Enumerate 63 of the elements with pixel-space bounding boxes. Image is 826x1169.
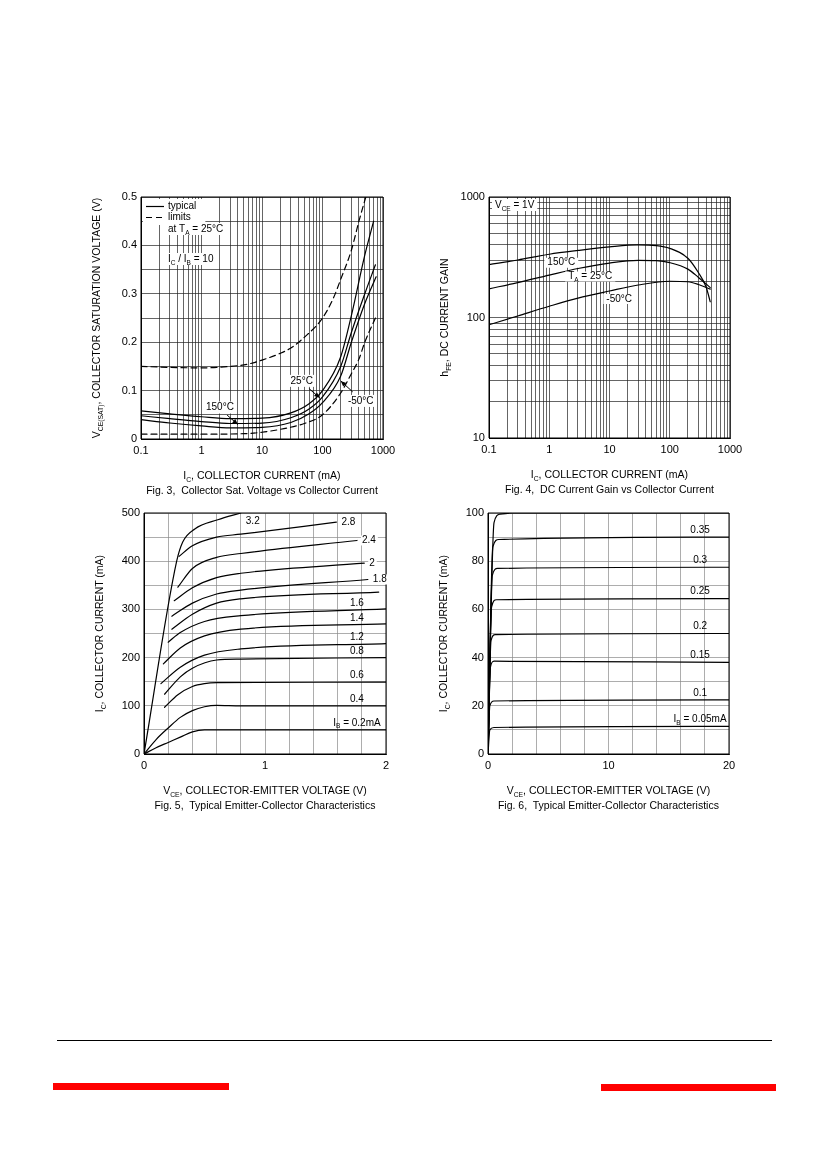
series-label: 2 bbox=[369, 556, 376, 568]
series-label: 2.4 bbox=[361, 534, 377, 546]
text: Fig. 3, Collector Sat. Voltage vs Collector Current bbox=[146, 483, 378, 496]
x-tick-label: 10 bbox=[602, 758, 615, 771]
annotation: 150°C bbox=[205, 401, 234, 413]
series-label: 0.3 bbox=[693, 554, 708, 566]
y-tick-label: 60 bbox=[471, 602, 484, 615]
y-tick-label: 0.4 bbox=[121, 238, 137, 251]
y-tick-label: 80 bbox=[471, 554, 484, 567]
y-tick-label: 10 bbox=[472, 431, 485, 444]
series-label: 0.35 bbox=[690, 524, 711, 536]
series-label: 0.4 bbox=[350, 692, 365, 704]
legend-label: limits bbox=[168, 211, 191, 223]
y-tick-label: 20 bbox=[471, 698, 484, 711]
series-label: 0.1 bbox=[693, 686, 708, 698]
text: Fig. 5, Typical Emitter-Collector Characteristics bbox=[154, 798, 376, 811]
x-tick-label: 0.1 bbox=[481, 442, 497, 455]
text: Fig. 6, Typical Emitter-Collector Characteristics bbox=[497, 798, 719, 811]
series-label: -50°C bbox=[606, 292, 632, 304]
x-tick-label: 0 bbox=[140, 758, 148, 771]
x-tick-label: 100 bbox=[660, 442, 679, 455]
series-label: 0.2 bbox=[693, 620, 708, 632]
y-tick-label: 0.5 bbox=[121, 190, 137, 203]
x-tick-label: 1 bbox=[198, 443, 205, 456]
x-tick-label: 100 bbox=[313, 443, 332, 456]
y-tick-label: 0.3 bbox=[121, 286, 137, 299]
x-tick-label: 2 bbox=[382, 758, 390, 771]
y-tick-label: 100 bbox=[121, 698, 140, 711]
series-label: 1.8 bbox=[372, 573, 388, 585]
series-label: 1.2 bbox=[350, 631, 365, 643]
y-tick-label: 500 bbox=[121, 506, 140, 519]
y-tick-label: 1000 bbox=[460, 190, 485, 203]
series-label: 1.4 bbox=[350, 611, 365, 623]
y-tick-label: 0 bbox=[133, 747, 140, 760]
x-tick-label: 1 bbox=[261, 758, 269, 771]
series-label: 0.25 bbox=[690, 585, 711, 597]
y-tick-label: 0.1 bbox=[121, 383, 137, 396]
series-label: 0.15 bbox=[690, 649, 711, 661]
series-label: 1.6 bbox=[350, 597, 365, 609]
series-label: 2.8 bbox=[341, 515, 356, 527]
x-tick-label: 1 bbox=[546, 442, 553, 455]
y-tick-label: 400 bbox=[121, 554, 140, 567]
y-tick-label: 100 bbox=[465, 506, 484, 519]
x-tick-label: 10 bbox=[603, 442, 616, 455]
series-label: 3.2 bbox=[245, 514, 261, 526]
y-tick-label: 0.2 bbox=[121, 335, 137, 348]
text: Fig. 4, DC Current Gain vs Collector Current bbox=[505, 482, 715, 495]
y-tick-label: 40 bbox=[471, 650, 484, 663]
y-tick-label: 0 bbox=[477, 747, 484, 760]
x-tick-label: 20 bbox=[722, 758, 736, 771]
legend-label: typical bbox=[168, 200, 197, 212]
y-tick-label: 100 bbox=[466, 310, 485, 323]
x-tick-label: 1000 bbox=[717, 442, 743, 455]
x-tick-label: 1000 bbox=[370, 443, 396, 456]
series-label: 0.8 bbox=[350, 644, 365, 656]
series-label: 0.6 bbox=[350, 669, 365, 681]
y-tick-label: 300 bbox=[121, 602, 140, 615]
x-tick-label: 10 bbox=[255, 443, 269, 456]
annotation: -50°C bbox=[347, 394, 374, 406]
y-tick-label: 0 bbox=[130, 432, 137, 445]
annotation: 25°C bbox=[290, 374, 313, 386]
series-label: 150°C bbox=[547, 256, 576, 268]
y-tick-label: 200 bbox=[121, 650, 140, 663]
